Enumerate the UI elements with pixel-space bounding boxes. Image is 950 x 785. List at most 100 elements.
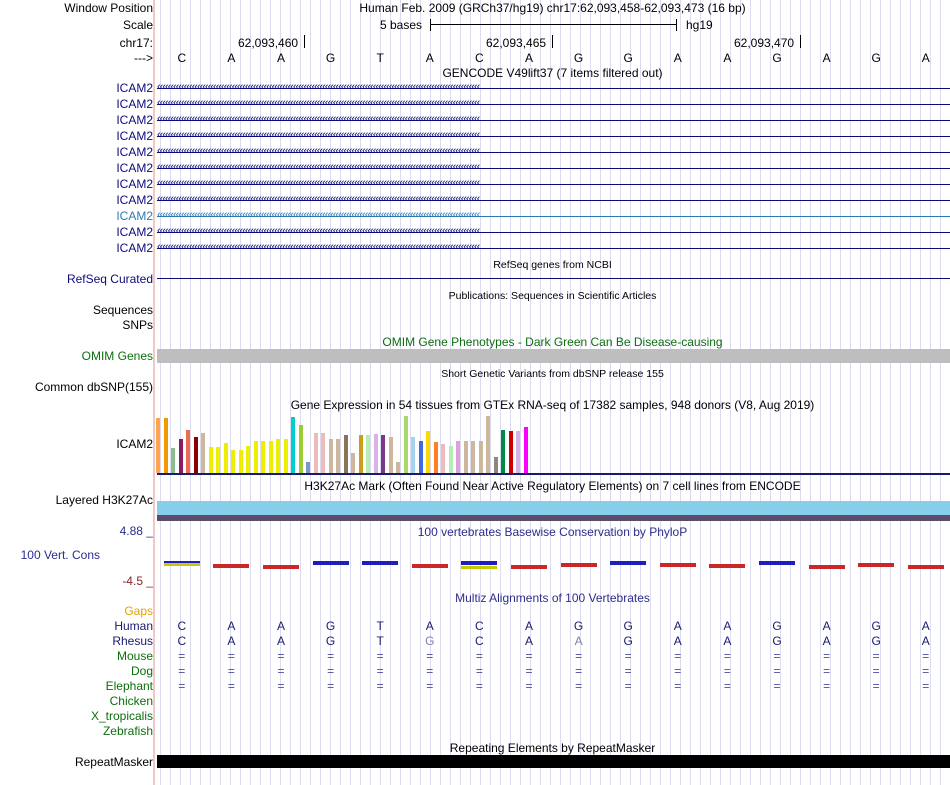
sequences-track-label[interactable]: Sequences [92,303,153,317]
dbsnp-track-label[interactable]: Common dbSNP(155) [34,380,153,394]
gtex-bar[interactable] [358,435,363,473]
transcript-label[interactable]: ICAM2 [116,193,153,207]
transcript-label[interactable]: ICAM2 [116,81,153,95]
species-label[interactable]: Human [114,619,153,633]
gtex-bar[interactable] [433,442,438,473]
gtex-bar[interactable] [156,418,160,473]
gtex-bar[interactable] [336,439,340,473]
conservation-mark[interactable] [362,561,399,565]
gtex-bar[interactable] [231,450,235,473]
gtex-bar[interactable] [486,416,490,473]
gtex-bar[interactable] [268,441,273,473]
conservation-mark[interactable] [858,563,895,567]
gtex-bar[interactable] [223,443,228,473]
gtex-bar[interactable] [321,433,325,473]
transcript-line[interactable] [157,120,950,121]
conservation-mark[interactable] [461,566,498,569]
conservation-mark[interactable] [808,565,845,569]
gtex-bar[interactable] [523,427,528,473]
transcript-label[interactable]: ICAM2 [116,161,153,175]
h3k27ac-track-label[interactable]: Layered H3K27Ac [55,493,153,507]
conservation-mark[interactable] [263,565,299,569]
conservation-mark[interactable] [312,561,349,565]
gtex-bar[interactable] [381,435,385,473]
transcript-line[interactable] [157,248,950,249]
gtex-bar[interactable] [178,439,183,473]
gtex-bar[interactable] [418,441,423,473]
conservation-mark[interactable] [659,563,696,567]
transcript-line[interactable] [157,88,950,89]
gtex-bar[interactable] [426,431,430,473]
transcript-label[interactable]: ICAM2 [116,97,153,111]
h3k27ac-signal-band[interactable] [157,501,950,515]
repeatmasker-element[interactable] [157,755,950,768]
gtex-bar[interactable] [246,446,250,473]
species-label[interactable]: Mouse [116,649,153,663]
gtex-bar[interactable] [388,437,393,473]
transcript-label[interactable]: ICAM2 [116,209,153,223]
gtex-bar[interactable] [516,431,520,473]
refseq-gene-line[interactable] [157,278,950,279]
refseq-track-label[interactable]: RefSeq Curated [66,272,153,286]
transcript-line[interactable] [157,168,950,169]
gtex-bar[interactable] [186,430,190,473]
omim-track-label[interactable]: OMIM Genes [81,349,153,363]
gtex-bar[interactable] [456,441,460,473]
conservation-mark[interactable] [907,565,944,569]
species-label[interactable]: Chicken [109,694,153,708]
conservation-mark[interactable] [610,561,647,565]
gtex-bar[interactable] [508,431,513,473]
gtex-bar[interactable] [343,435,348,473]
gtex-bar[interactable] [201,433,205,473]
transcript-label[interactable]: ICAM2 [116,113,153,127]
conservation-mark[interactable] [461,561,498,565]
transcript-label[interactable]: ICAM2 [116,129,153,143]
species-label[interactable]: X_tropicalis [90,709,153,723]
species-label[interactable]: Elephant [105,679,153,693]
omim-gene-block[interactable] [157,349,950,363]
transcript-label[interactable]: ICAM2 [116,225,153,239]
gtex-bar[interactable] [463,441,468,473]
gtex-bar[interactable] [163,418,168,473]
gtex-bar[interactable] [403,416,408,473]
gtex-bar[interactable] [373,434,378,473]
conservation-mark[interactable] [560,563,597,567]
gtex-bar[interactable] [306,462,310,473]
conservation-mark[interactable] [163,563,200,566]
species-label[interactable]: Rhesus [112,634,153,648]
transcript-line[interactable] [157,232,950,233]
transcript-label[interactable]: ICAM2 [116,177,153,191]
transcript-line[interactable] [157,216,950,217]
gtex-bar[interactable] [298,425,303,473]
conservation-mark[interactable] [759,561,795,565]
transcript-label[interactable]: ICAM2 [116,241,153,255]
gtex-bar[interactable] [493,457,498,473]
conservation-mark[interactable] [709,564,746,568]
transcript-line[interactable] [157,200,950,201]
gtex-bar[interactable] [193,437,198,473]
gtex-bar[interactable] [216,447,220,473]
transcript-line[interactable] [157,136,950,137]
snps-track-label[interactable]: SNPs [122,318,153,332]
gtex-bar[interactable] [276,439,280,473]
gtex-bar[interactable] [253,441,258,473]
gtex-bar[interactable] [478,441,483,473]
gtex-bar[interactable] [351,453,355,473]
conservation-track-label[interactable]: 100 Vert. Cons [20,548,100,562]
gtex-bar[interactable] [501,430,505,473]
gtex-bar[interactable] [448,446,453,473]
transcript-line[interactable] [157,104,950,105]
gtex-bar[interactable] [471,441,475,473]
conservation-mark[interactable] [411,564,448,568]
gtex-bar[interactable] [366,435,370,473]
conservation-mark[interactable] [511,565,547,569]
gtex-track-label[interactable]: ICAM2 [116,437,153,451]
gtex-bar[interactable] [208,447,213,473]
gtex-bar[interactable] [283,439,288,473]
gtex-bar[interactable] [171,448,175,473]
gtex-bar[interactable] [441,444,445,473]
species-label[interactable]: Zebrafish [102,724,153,738]
conservation-mark[interactable] [213,564,250,568]
gtex-bar[interactable] [411,437,415,473]
